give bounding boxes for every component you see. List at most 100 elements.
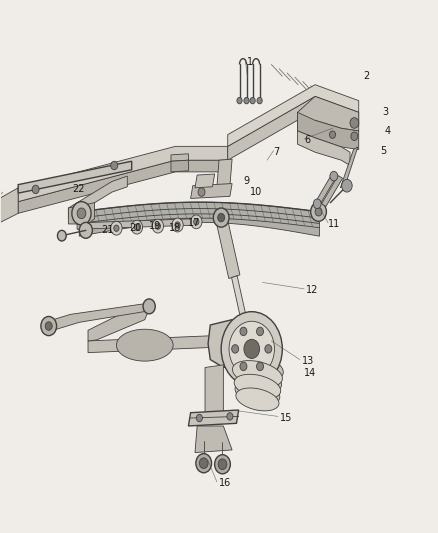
Circle shape	[244, 340, 260, 359]
Polygon shape	[88, 306, 149, 341]
Circle shape	[72, 201, 91, 225]
Circle shape	[265, 345, 272, 353]
Polygon shape	[68, 203, 95, 224]
Circle shape	[194, 219, 199, 225]
Circle shape	[257, 362, 264, 370]
Polygon shape	[297, 112, 359, 150]
Polygon shape	[79, 202, 319, 236]
Circle shape	[196, 414, 202, 422]
Polygon shape	[18, 161, 132, 193]
Polygon shape	[171, 154, 188, 161]
Polygon shape	[217, 159, 232, 188]
Circle shape	[229, 321, 275, 376]
Polygon shape	[68, 176, 127, 219]
Circle shape	[196, 454, 212, 473]
Text: 13: 13	[302, 356, 314, 366]
Circle shape	[134, 224, 140, 230]
Ellipse shape	[234, 374, 281, 399]
Circle shape	[227, 413, 233, 420]
Circle shape	[79, 222, 92, 238]
Circle shape	[240, 327, 247, 336]
Text: 18: 18	[169, 223, 181, 233]
Text: 3: 3	[383, 107, 389, 117]
Text: 15: 15	[280, 413, 293, 423]
Polygon shape	[18, 147, 228, 201]
Circle shape	[198, 188, 205, 196]
Circle shape	[237, 98, 242, 104]
Circle shape	[240, 362, 247, 370]
Text: 10: 10	[250, 187, 262, 197]
Polygon shape	[195, 426, 232, 453]
Circle shape	[111, 161, 118, 169]
Text: 5: 5	[381, 146, 387, 156]
Circle shape	[172, 218, 183, 232]
Circle shape	[257, 327, 264, 336]
Polygon shape	[340, 147, 358, 188]
Circle shape	[191, 215, 202, 229]
Circle shape	[143, 299, 155, 314]
Circle shape	[329, 131, 336, 139]
Circle shape	[330, 171, 338, 181]
Polygon shape	[205, 365, 223, 415]
Circle shape	[152, 219, 163, 233]
Text: 16: 16	[219, 479, 231, 488]
Circle shape	[41, 317, 57, 336]
Polygon shape	[208, 320, 245, 368]
Ellipse shape	[233, 367, 282, 393]
Circle shape	[45, 322, 52, 330]
Text: 17: 17	[188, 218, 201, 228]
Circle shape	[244, 341, 258, 358]
Circle shape	[350, 118, 359, 128]
Circle shape	[351, 132, 358, 141]
Ellipse shape	[117, 329, 173, 361]
Circle shape	[175, 222, 180, 228]
Circle shape	[218, 459, 227, 470]
Text: 9: 9	[243, 176, 249, 187]
Polygon shape	[191, 183, 232, 198]
Text: 1: 1	[247, 57, 254, 67]
Text: 11: 11	[328, 219, 340, 229]
Polygon shape	[215, 216, 240, 279]
Circle shape	[77, 208, 86, 219]
Polygon shape	[228, 96, 359, 160]
Circle shape	[342, 179, 352, 192]
Circle shape	[247, 345, 254, 353]
Text: 19: 19	[149, 221, 161, 231]
Polygon shape	[195, 174, 215, 188]
Circle shape	[215, 455, 230, 474]
Circle shape	[232, 345, 239, 353]
Circle shape	[250, 98, 255, 104]
Polygon shape	[315, 174, 336, 205]
Circle shape	[213, 208, 229, 227]
Polygon shape	[232, 276, 253, 350]
Circle shape	[131, 220, 143, 234]
Ellipse shape	[232, 354, 283, 381]
Circle shape	[114, 225, 119, 231]
Circle shape	[155, 223, 160, 229]
Circle shape	[311, 202, 326, 221]
Polygon shape	[88, 336, 215, 353]
Circle shape	[221, 312, 283, 386]
Polygon shape	[188, 410, 239, 426]
Circle shape	[199, 458, 208, 469]
Circle shape	[57, 230, 66, 241]
Polygon shape	[321, 175, 343, 206]
Text: 21: 21	[101, 225, 113, 236]
Polygon shape	[171, 160, 188, 172]
Polygon shape	[44, 304, 153, 330]
Circle shape	[257, 98, 262, 104]
Ellipse shape	[235, 381, 280, 405]
Circle shape	[313, 199, 321, 208]
Text: 6: 6	[304, 135, 310, 145]
Circle shape	[244, 98, 249, 104]
Text: 14: 14	[304, 368, 316, 378]
Polygon shape	[77, 219, 197, 229]
Text: 2: 2	[363, 71, 369, 81]
Text: 12: 12	[306, 286, 319, 295]
Polygon shape	[228, 85, 359, 147]
Ellipse shape	[233, 361, 283, 387]
Text: 22: 22	[73, 184, 85, 195]
Polygon shape	[0, 188, 18, 227]
Polygon shape	[297, 96, 359, 131]
Circle shape	[32, 185, 39, 193]
